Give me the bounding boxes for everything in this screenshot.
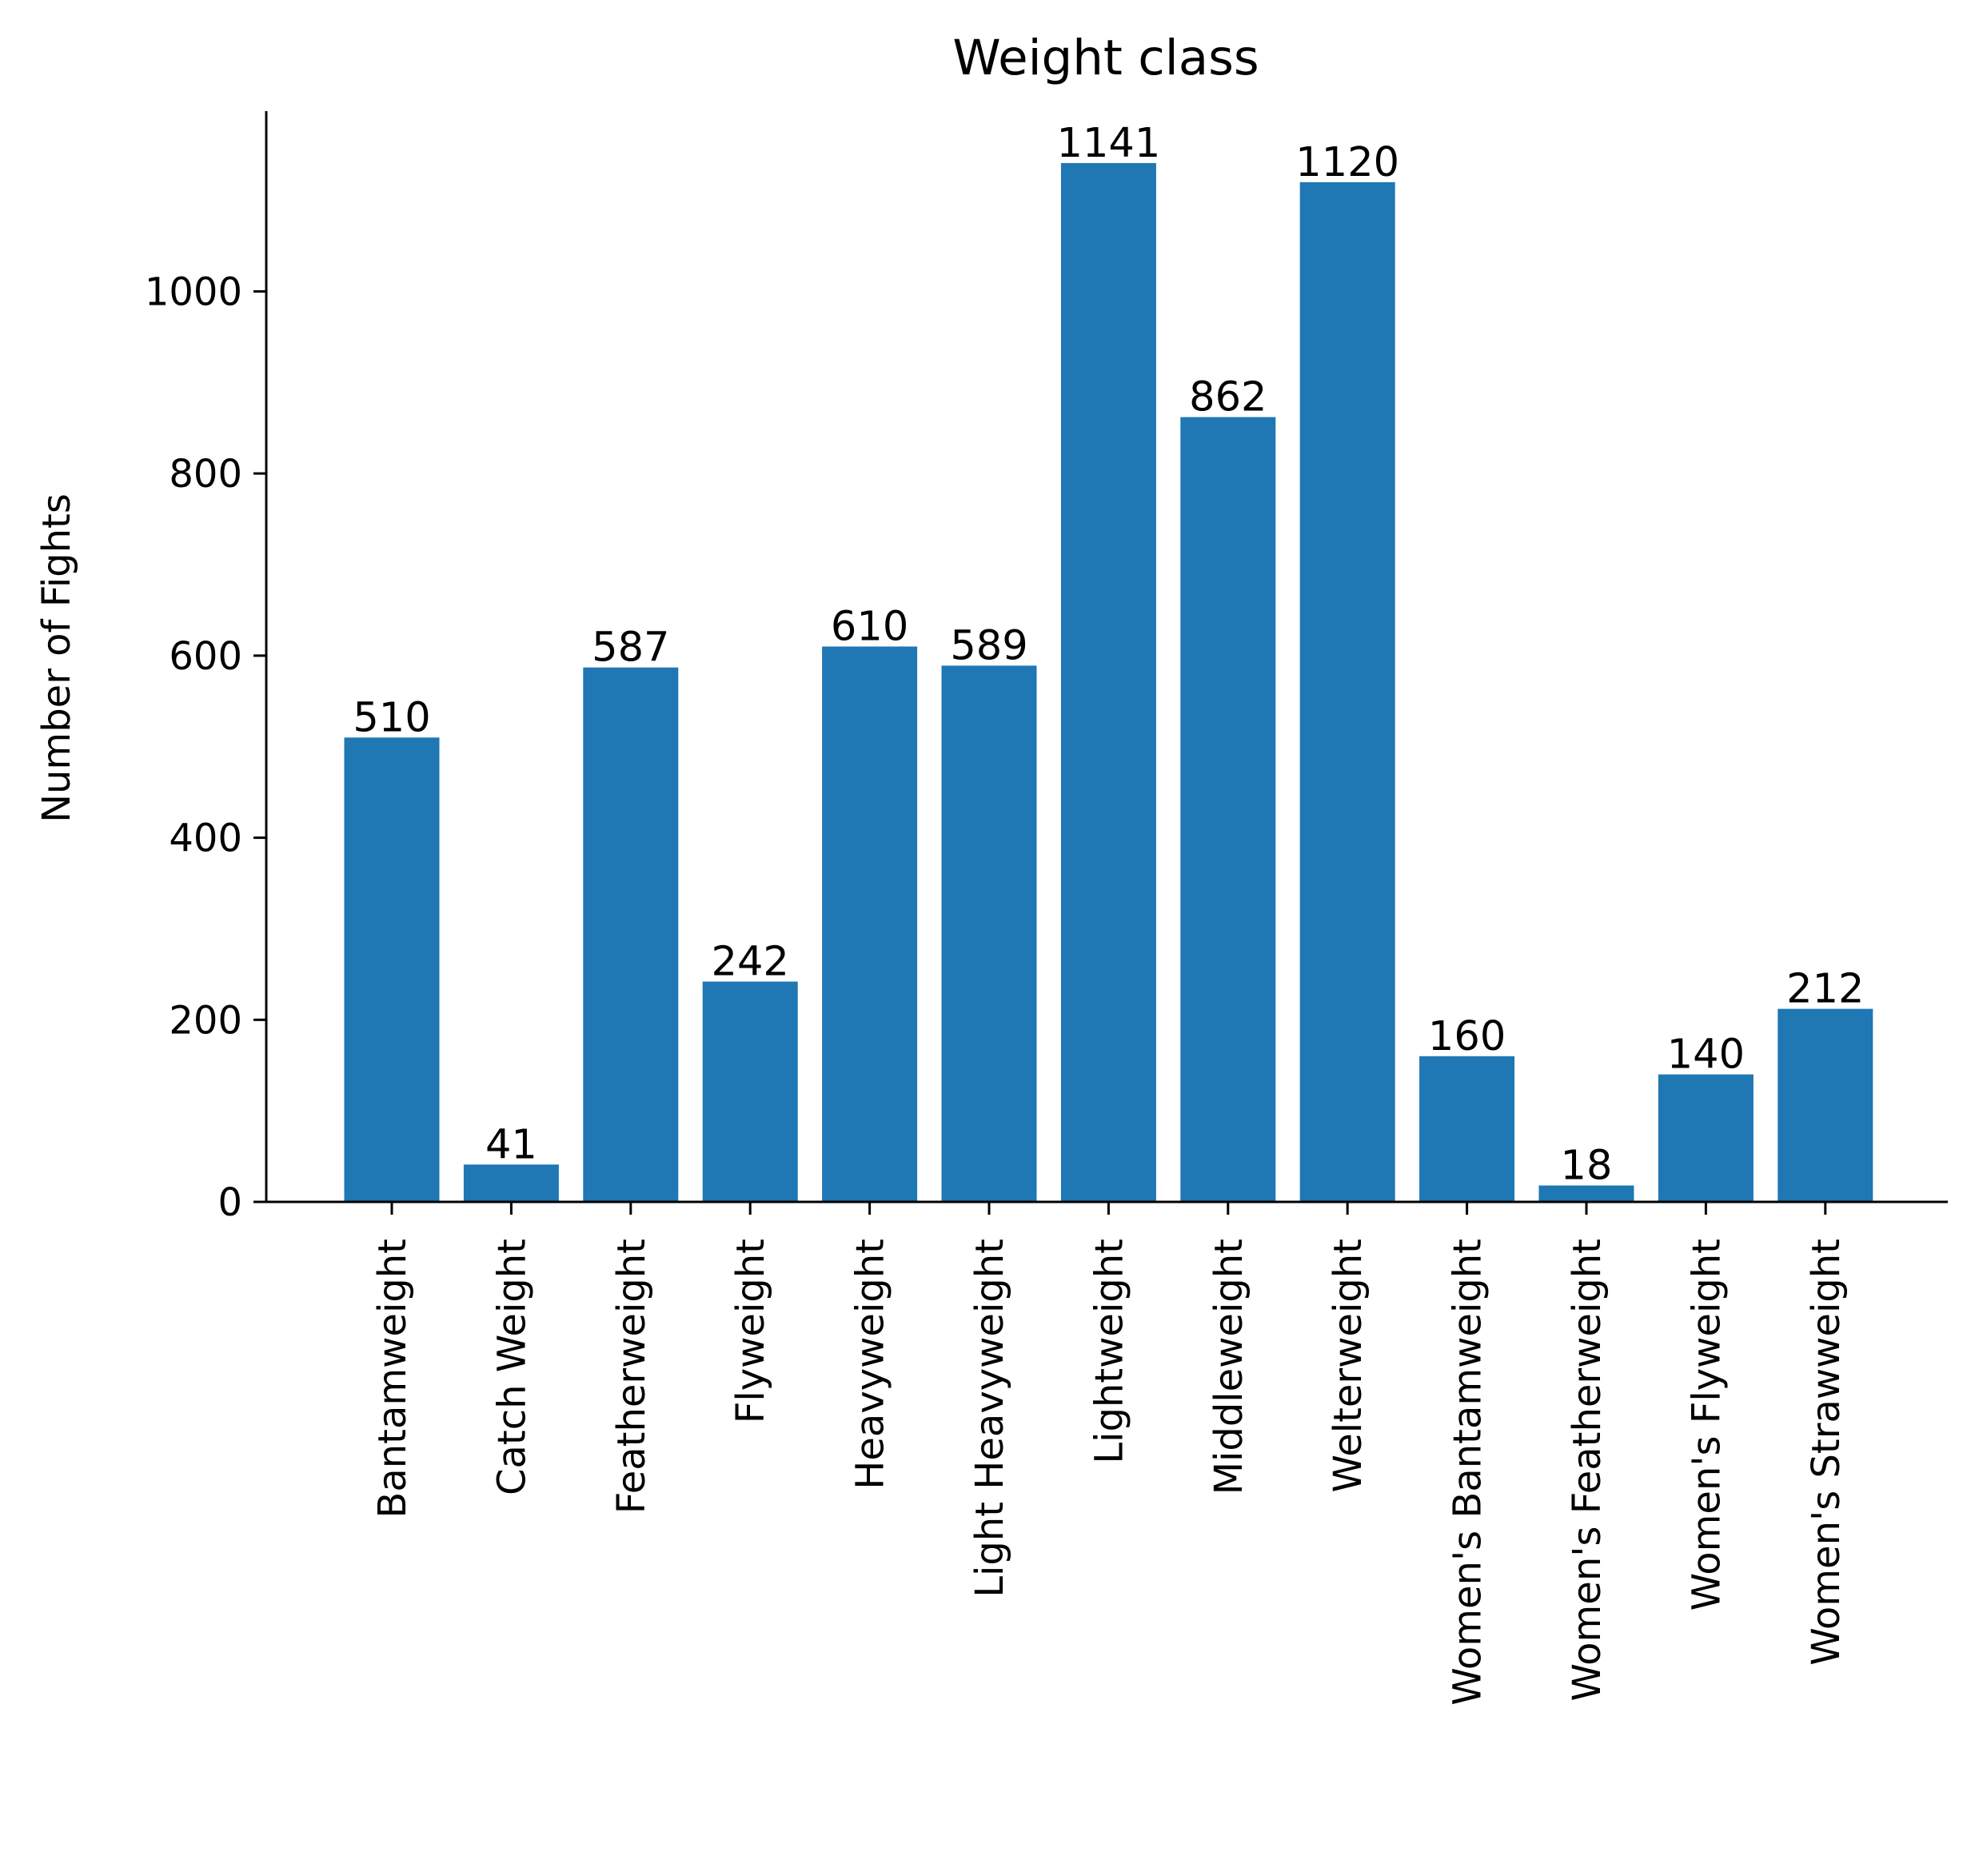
x-tick-label: Welterweight (1326, 1239, 1371, 1492)
x-tick-label: Lightweight (1087, 1239, 1131, 1464)
bar-0 (344, 737, 440, 1202)
bar-3 (702, 981, 798, 1202)
y-tick-label: 0 (217, 1180, 242, 1225)
y-tick-label: 200 (169, 998, 242, 1043)
bar-value-label: 610 (831, 604, 908, 651)
x-tick-label: Catch Weight (489, 1239, 534, 1495)
y-tick-label: 600 (169, 634, 242, 679)
bar-5 (941, 665, 1037, 1202)
bar-value-label: 212 (1786, 966, 1864, 1013)
bar-value-label: 510 (353, 694, 430, 741)
x-tick-label: Bantamweight (370, 1239, 415, 1519)
bar-value-label: 587 (592, 625, 669, 672)
bar-value-label: 160 (1428, 1013, 1506, 1060)
bar-value-label: 18 (1561, 1143, 1613, 1190)
bar-value-label: 140 (1667, 1032, 1745, 1079)
bars-group (344, 162, 1873, 1202)
chart-title: Weight class (952, 30, 1259, 86)
bar-12 (1778, 1008, 1873, 1202)
x-tick-label: Light Heavyweight (968, 1239, 1012, 1598)
bar-value-label: 589 (950, 622, 1027, 669)
bar-labels-group: 510 41 587 242 610 589 1141 862 1120 160 18 140 212 (353, 120, 1864, 1190)
y-tick-label: 1000 (145, 269, 242, 314)
bar-7 (1180, 417, 1276, 1202)
bar-value-label: 1120 (1295, 139, 1399, 186)
x-tick-label: Women's Flyweight (1684, 1239, 1729, 1611)
x-tick-label: Heavyweight (848, 1239, 893, 1490)
bar-4 (822, 646, 918, 1202)
x-tick-label: Women's Featherweight (1565, 1239, 1610, 1701)
bar-value-label: 1141 (1057, 120, 1161, 167)
x-tick-label: Featherweight (609, 1239, 654, 1514)
bar-6 (1060, 162, 1156, 1202)
bar-value-label: 242 (712, 939, 789, 986)
y-axis-label: Number of Fights (34, 493, 79, 823)
bar-8 (1299, 182, 1395, 1202)
bar-1 (463, 1164, 559, 1202)
y-ticks-group: 0 200 400 600 800 1000 (145, 269, 266, 1225)
x-tick-label: Women's Strawweight (1804, 1239, 1849, 1666)
y-tick-label: 400 (169, 816, 242, 861)
bar-2 (583, 667, 679, 1202)
x-tick-label: Middleweight (1207, 1239, 1251, 1495)
x-ticks-group: Bantamweight Catch Weight Featherweight Fly… (370, 1202, 1849, 1706)
bar-11 (1658, 1074, 1754, 1202)
bar-10 (1538, 1185, 1634, 1202)
bar-9 (1419, 1056, 1515, 1202)
x-tick-label: Women's Bantamweight (1446, 1239, 1490, 1706)
bar-value-label: 862 (1189, 374, 1267, 421)
x-tick-label: Flyweight (728, 1239, 773, 1423)
y-tick-label: 800 (169, 452, 242, 497)
bar-value-label: 41 (485, 1121, 537, 1168)
